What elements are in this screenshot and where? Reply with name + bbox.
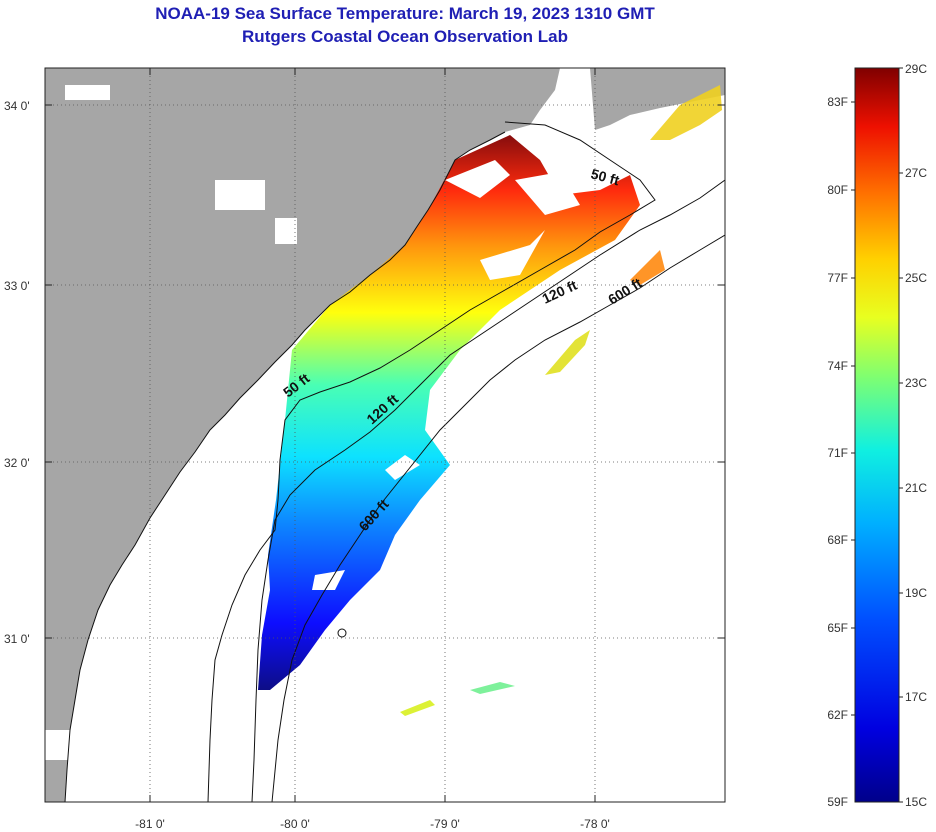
cbar-c-27: 27C xyxy=(905,166,927,180)
sst-map: 34 0' 33 0' 32 0' 31 0' -81 0' -80 0' -7… xyxy=(0,0,936,832)
lake xyxy=(65,85,110,100)
lake xyxy=(215,180,265,210)
cbar-c-29: 29C xyxy=(905,62,927,76)
lon-label-80: -80 0' xyxy=(280,817,310,831)
lake xyxy=(275,218,297,244)
lon-label-78: -78 0' xyxy=(580,817,610,831)
cbar-f-80: 80F xyxy=(827,183,848,197)
lat-label-32: 32 0' xyxy=(4,456,30,470)
cbar-c-25: 25C xyxy=(905,271,927,285)
colorbar xyxy=(855,68,899,802)
lon-label-81: -81 0' xyxy=(135,817,165,831)
cbar-c-17: 17C xyxy=(905,690,927,704)
lon-label-79: -79 0' xyxy=(430,817,460,831)
cbar-c-23: 23C xyxy=(905,376,927,390)
cbar-f-83: 83F xyxy=(827,95,848,109)
lat-label-31: 31 0' xyxy=(4,632,30,646)
cbar-f-77: 77F xyxy=(827,271,848,285)
cbar-f-59: 59F xyxy=(827,795,848,809)
cbar-f-74: 74F xyxy=(827,359,848,373)
cbar-f-62: 62F xyxy=(827,708,848,722)
lat-label-33: 33 0' xyxy=(4,279,30,293)
cbar-c-15: 15C xyxy=(905,795,927,809)
cbar-f-71: 71F xyxy=(827,446,848,460)
cbar-f-68: 68F xyxy=(827,533,848,547)
cbar-f-65: 65F xyxy=(827,621,848,635)
lat-label-34: 34 0' xyxy=(4,99,30,113)
cbar-c-21: 21C xyxy=(905,481,927,495)
cbar-c-19: 19C xyxy=(905,586,927,600)
